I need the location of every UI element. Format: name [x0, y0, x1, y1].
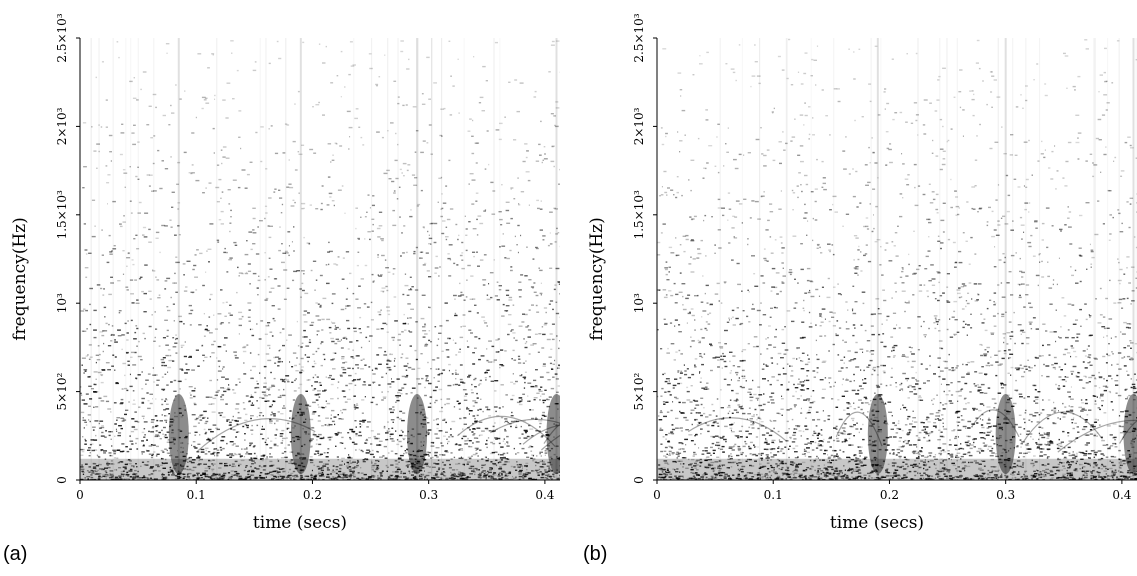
spectrogram-panel-a: 0 0.1 0.2 0.3 0.4 0 5×10² 10³ 1.5×10³ 2×10³ 2.5×10… — [3, 13, 560, 565]
spectrogram-panel-b: 0 0.1 0.2 0.3 0.4 0 5×10² 10³ 1.5×10³ 2×10³ 2.5×10… — [583, 13, 1137, 565]
y-tick-label: 10³ — [632, 293, 646, 313]
low-frequency-band — [657, 458, 1137, 480]
x-tick-label: 0.3 — [996, 488, 1015, 502]
x-tick-label: 0.4 — [535, 488, 554, 502]
x-tick-label: 0.1 — [187, 488, 206, 502]
low-frequency-band — [80, 458, 560, 480]
x-tick-label: 0 — [653, 488, 661, 502]
x-tick-label: 0.4 — [1112, 488, 1131, 502]
y-tick-label: 5×10² — [632, 373, 646, 411]
y-axis-label: frequency(Hz) — [10, 217, 30, 341]
y-tick-label: 2.5×10³ — [55, 13, 69, 62]
transient-burst — [546, 394, 560, 475]
transient-burst — [290, 394, 311, 475]
x-tick-label: 0.3 — [419, 488, 438, 502]
y-tick-label: 1.5×10³ — [55, 190, 69, 239]
y-tick-label: 0 — [55, 476, 69, 484]
y-tick-label: 5×10² — [55, 373, 69, 411]
transient-burst — [995, 394, 1016, 475]
x-tick-label: 0.1 — [764, 488, 783, 502]
y-tick-label: 2.5×10³ — [632, 13, 646, 62]
transient-burst — [1123, 394, 1137, 475]
y-tick-label: 1.5×10³ — [632, 190, 646, 239]
transient-burst — [867, 394, 888, 475]
transient-burst — [407, 394, 428, 475]
y-tick-label: 2×10³ — [55, 107, 69, 145]
x-axis-label: time (secs) — [830, 513, 924, 533]
x-axis-label: time (secs) — [253, 513, 347, 533]
transient-burst — [168, 394, 189, 475]
y-axis-label: frequency(Hz) — [587, 217, 607, 341]
panel-label: (b) — [583, 543, 607, 565]
panel-label: (a) — [3, 543, 27, 565]
spectrogram-image — [657, 38, 1137, 480]
y-tick-label: 2×10³ — [632, 107, 646, 145]
x-tick-label: 0.2 — [303, 488, 322, 502]
x-tick-label: 0.2 — [880, 488, 899, 502]
y-tick-label: 10³ — [55, 293, 69, 313]
spectrogram-image — [80, 38, 560, 480]
x-tick-label: 0 — [76, 488, 84, 502]
y-tick-label: 0 — [632, 476, 646, 484]
